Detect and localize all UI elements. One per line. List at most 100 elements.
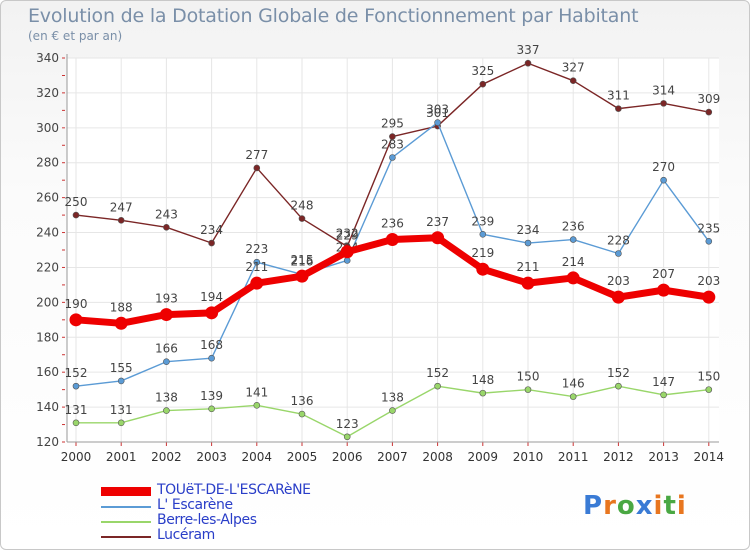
- data-label: 150: [697, 370, 720, 384]
- y-tick-label: 180: [36, 330, 59, 344]
- data-label: 193: [155, 292, 178, 306]
- data-label: 136: [291, 394, 314, 408]
- data-point: [389, 154, 396, 161]
- data-point: [569, 236, 577, 243]
- logo-letter: i: [676, 491, 687, 521]
- data-point: [298, 215, 306, 222]
- data-label: 152: [426, 366, 449, 380]
- x-tick-label: 2000: [61, 450, 92, 464]
- x-tick-label: 2011: [558, 450, 589, 464]
- y-tick-label: 120: [36, 435, 59, 449]
- series: 190 188 193 194 211 215 229 236 237 219 211 214 203 2…: [65, 215, 720, 330]
- y-tick-label: 160: [36, 365, 59, 379]
- data-point: [295, 269, 309, 283]
- x-tick-label: 2006: [332, 450, 363, 464]
- data-point: [298, 410, 306, 418]
- data-point: [660, 100, 667, 107]
- x-tick-label: 2003: [196, 450, 227, 464]
- data-point: [72, 211, 80, 219]
- data-point: [163, 407, 170, 414]
- x-tick-label: 2009: [468, 450, 499, 464]
- logo-letter: r: [603, 491, 617, 521]
- data-label: 235: [697, 221, 720, 235]
- data-label: 247: [110, 200, 133, 214]
- data-label: 155: [110, 361, 133, 375]
- data-point: [615, 250, 622, 257]
- data-point: [385, 233, 399, 247]
- logo-letter: x: [635, 491, 654, 521]
- y-tick-label: 260: [36, 191, 59, 205]
- data-point: [476, 262, 490, 276]
- data-label: 337: [517, 43, 540, 57]
- data-point: [253, 402, 261, 409]
- y-tick-label: 240: [36, 226, 59, 240]
- data-point: [657, 283, 671, 297]
- y-tick-label: 340: [36, 51, 59, 65]
- y-tick-label: 200: [36, 295, 59, 309]
- x-tick-label: 2008: [422, 450, 453, 464]
- data-point: [524, 59, 532, 67]
- data-label: 123: [336, 417, 359, 431]
- data-label: 188: [110, 300, 133, 314]
- data-label: 236: [381, 217, 404, 231]
- x-tick-label: 2007: [377, 450, 408, 464]
- data-label: 215: [291, 253, 314, 267]
- data-point: [479, 230, 487, 238]
- x-tick-label: 2002: [151, 450, 182, 464]
- data-label: 131: [110, 403, 133, 417]
- chart-subtitle: (en € et par an): [28, 29, 123, 43]
- data-point: [521, 276, 535, 290]
- data-point: [702, 290, 716, 304]
- data-point: [253, 164, 261, 172]
- data-point: [705, 108, 713, 116]
- data-point: [569, 393, 577, 400]
- data-label: 150: [517, 370, 540, 384]
- data-point: [569, 77, 577, 84]
- data-label: 152: [607, 366, 630, 380]
- legend-swatch: [101, 536, 151, 538]
- data-point: [340, 245, 354, 259]
- data-label: 229: [336, 229, 359, 243]
- data-label: 311: [607, 89, 630, 103]
- data-point: [117, 217, 125, 224]
- data-point: [208, 354, 215, 362]
- data-point: [660, 391, 667, 399]
- data-label: 248: [291, 199, 314, 213]
- data-label: 148: [471, 373, 494, 387]
- data-label: 303: [426, 103, 449, 117]
- data-label: 203: [607, 274, 630, 288]
- x-tick-label: 2014: [694, 450, 725, 464]
- data-label: 327: [562, 61, 585, 75]
- data-point: [479, 389, 487, 397]
- data-point: [660, 176, 667, 184]
- data-label: 283: [381, 137, 404, 151]
- data-point: [615, 105, 622, 112]
- data-point: [72, 382, 80, 390]
- data-label: 277: [245, 148, 268, 162]
- data-label: 237: [426, 215, 449, 229]
- data-label: 168: [200, 338, 223, 352]
- legend-swatch: [101, 506, 151, 508]
- legend-swatch: [101, 487, 151, 496]
- series: 131 131 138 139 141 136 123 138 152 148 150 146 152 1…: [65, 366, 720, 441]
- data-label: 166: [155, 342, 178, 356]
- data-label: 207: [652, 267, 675, 281]
- data-label: 301: [426, 106, 449, 120]
- data-label: 139: [200, 389, 223, 403]
- data-point: [117, 377, 125, 385]
- data-point: [253, 258, 261, 266]
- data-label: 138: [381, 391, 404, 405]
- data-label: 194: [200, 290, 223, 304]
- proxiti-logo: Proxiti: [583, 491, 687, 521]
- legend-swatch: [101, 521, 151, 523]
- data-point: [343, 257, 351, 264]
- data-label: 234: [200, 223, 223, 237]
- data-point: [208, 405, 215, 413]
- data-point: [69, 313, 83, 327]
- data-label: 314: [652, 83, 675, 97]
- x-tick-label: 2013: [648, 450, 679, 464]
- legend-label: TOUëT-DE-L'ESCARèNE: [157, 482, 311, 498]
- y-tick-label: 320: [36, 86, 59, 100]
- y-tick-label: 220: [36, 260, 59, 274]
